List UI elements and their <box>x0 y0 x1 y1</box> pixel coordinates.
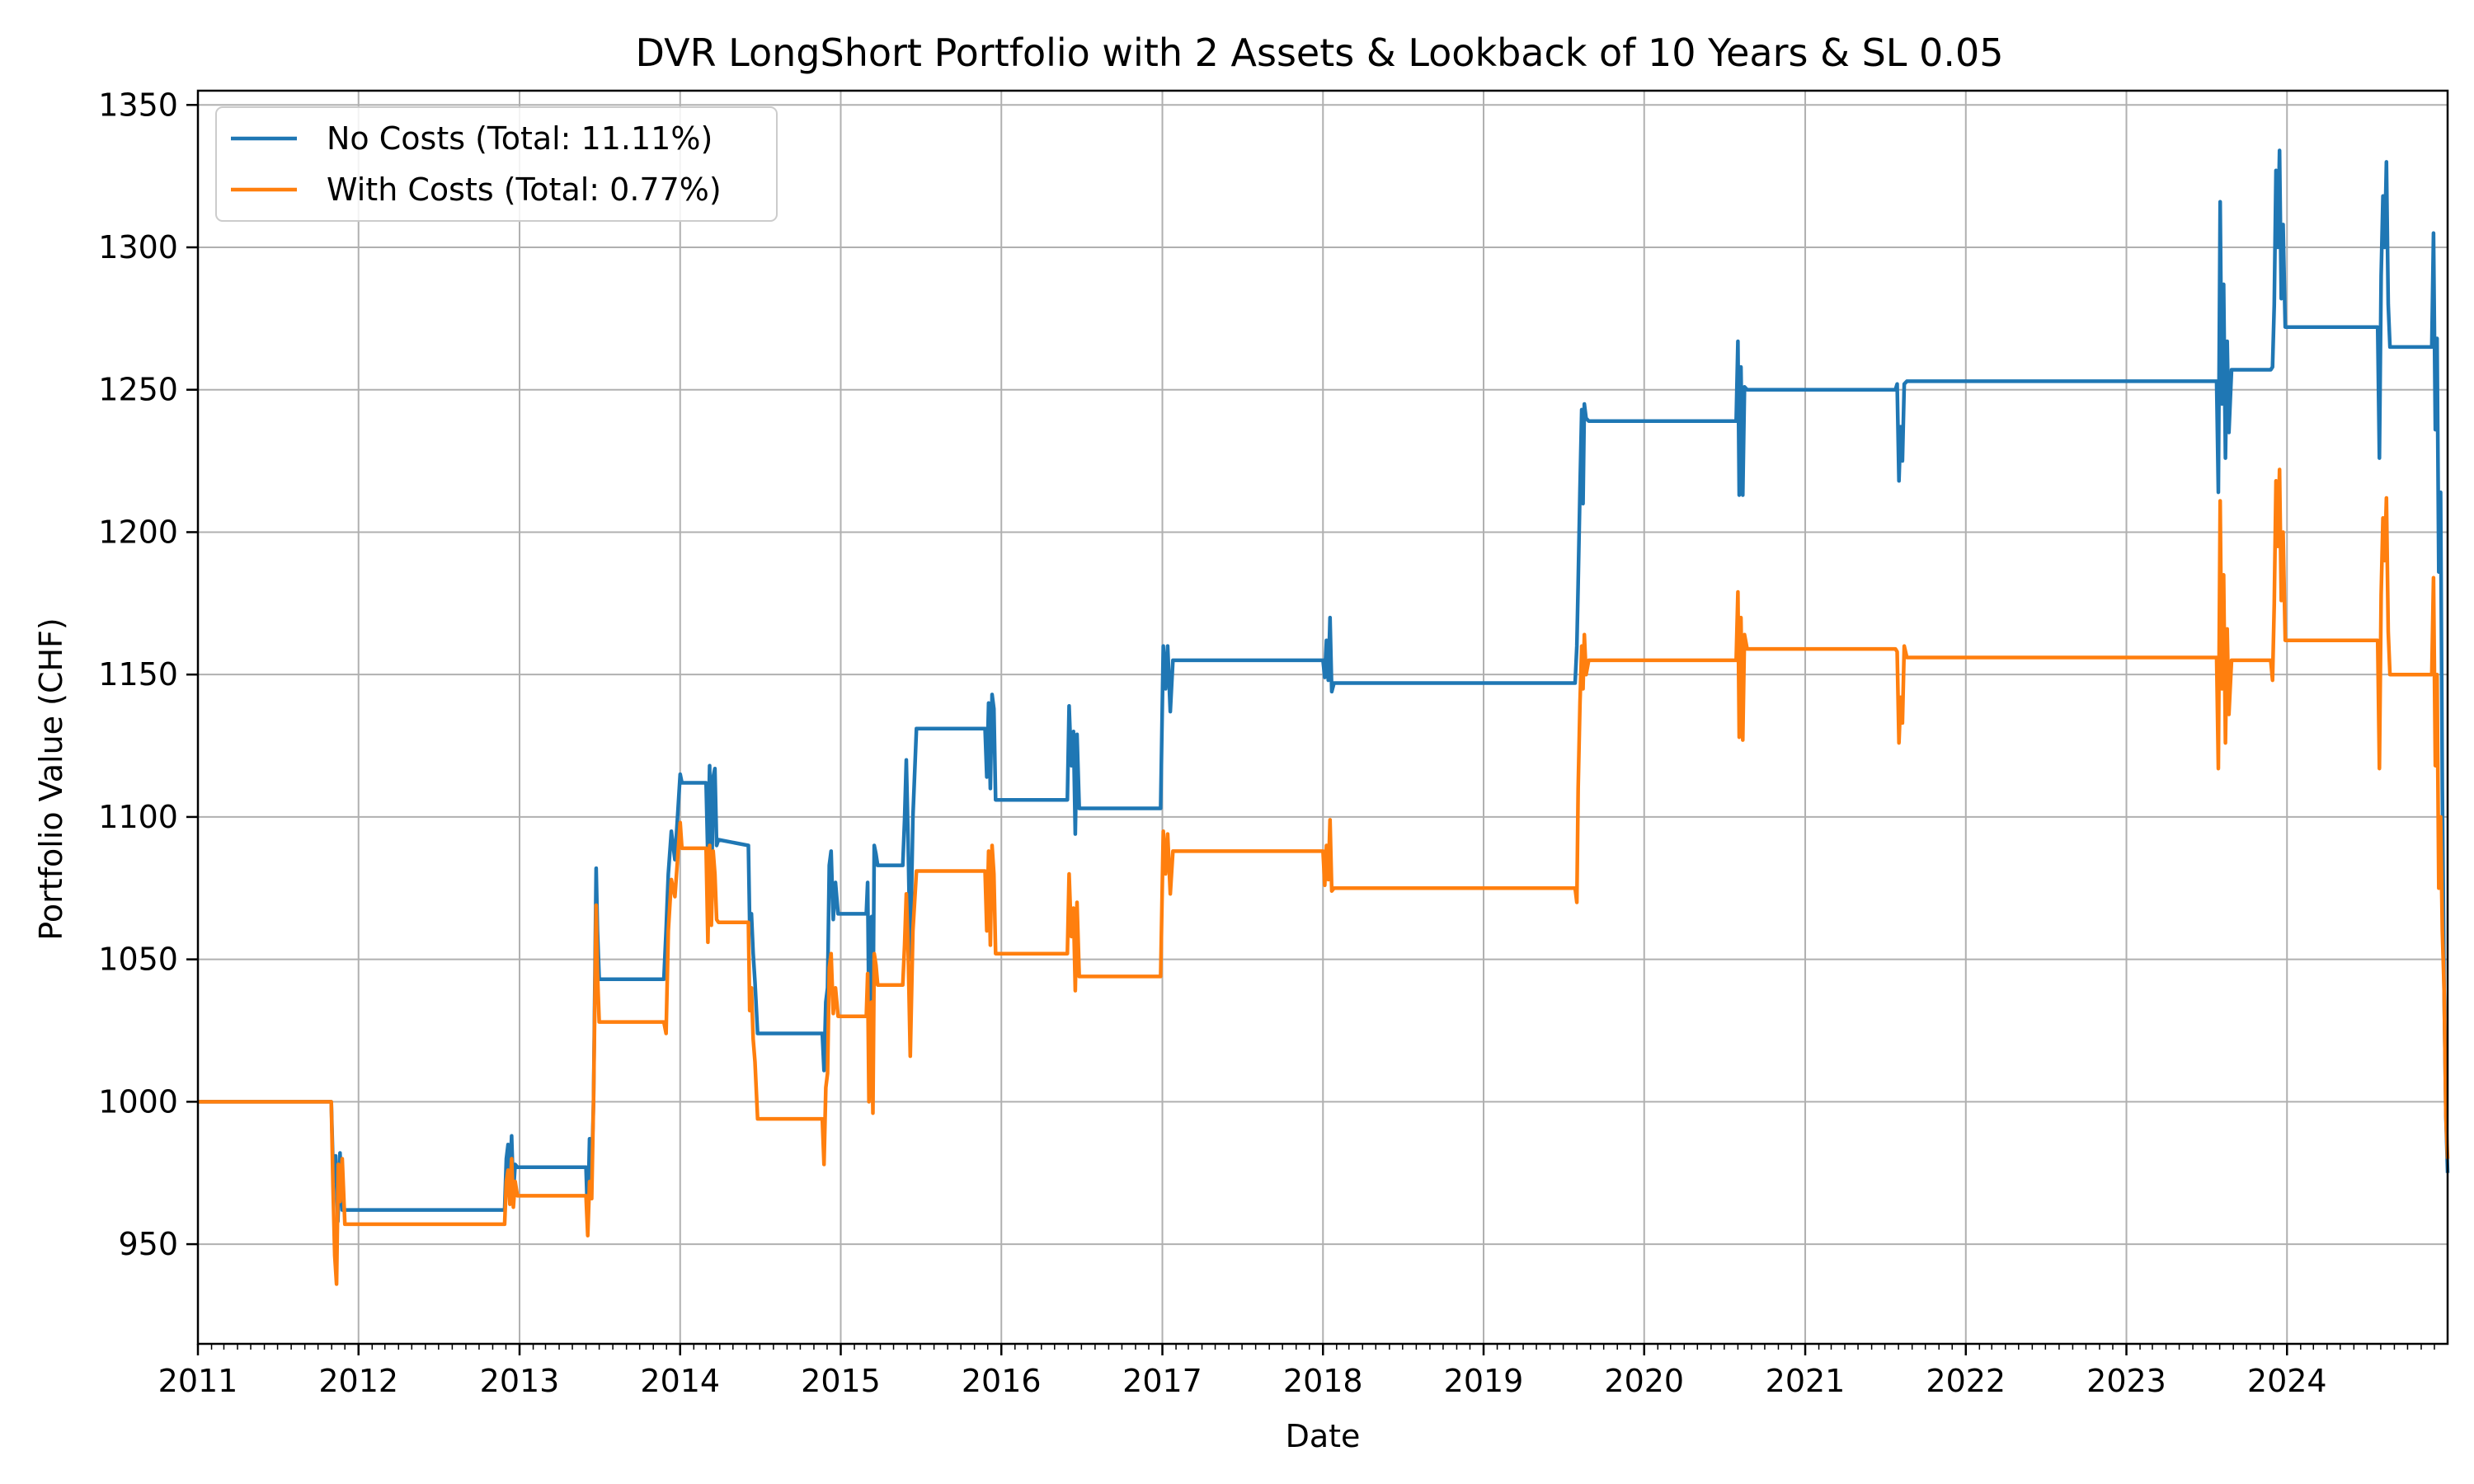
y-tick-label: 1200 <box>98 514 178 550</box>
y-tick-label: 950 <box>118 1226 178 1262</box>
y-tick-label: 1000 <box>98 1083 178 1120</box>
x-tick-label: 2019 <box>1444 1363 1524 1399</box>
y-axis: 950 1000 1050 1100 1150 1200 1250 1300 1350 <box>98 87 198 1262</box>
y-tick-label: 1300 <box>98 229 178 265</box>
legend-box <box>215 106 778 222</box>
x-tick-label: 2014 <box>640 1363 720 1399</box>
y-tick-label: 1100 <box>98 799 178 835</box>
x-axis: 2011 2012 2013 2014 2015 2016 2017 2018 2019 2020… <box>158 1344 2435 1399</box>
x-tick-label: 2022 <box>1926 1363 2006 1399</box>
x-tick-label: 2015 <box>801 1363 881 1399</box>
chart-title: DVR LongShort Portfolio with 2 Assets & … <box>636 31 2004 75</box>
x-tick-label: 2017 <box>1122 1363 1202 1399</box>
y-tick-label: 1150 <box>98 656 178 693</box>
x-tick-label: 2024 <box>2247 1363 2327 1399</box>
x-tick-label: 2011 <box>158 1363 238 1399</box>
x-tick-label: 2018 <box>1283 1363 1363 1399</box>
x-axis-label: Date <box>1286 1418 1361 1454</box>
x-tick-label: 2021 <box>1766 1363 1846 1399</box>
legend-label: No Costs (Total: 11.11%) <box>327 120 713 157</box>
x-tick-label: 2016 <box>962 1363 1042 1399</box>
series-layer <box>198 148 2450 1286</box>
x-tick-label: 2020 <box>1604 1363 1684 1399</box>
legend-label: With Costs (Total: 0.77%) <box>327 171 722 208</box>
x-tick-label: 2012 <box>318 1363 398 1399</box>
x-tick-label: 2023 <box>2086 1363 2166 1399</box>
legend: No Costs (Total: 11.11%) With Costs (Tota… <box>215 106 778 222</box>
y-tick-label: 1350 <box>98 87 178 123</box>
y-axis-label: Portfolio Value (CHF) <box>33 618 69 940</box>
y-tick-label: 1250 <box>98 372 178 408</box>
x-tick-label: 2013 <box>480 1363 560 1399</box>
series-line-no-costs <box>198 148 2450 1223</box>
y-tick-label: 1050 <box>98 942 178 978</box>
series-line-with-costs <box>198 467 2450 1286</box>
grid <box>197 91 2448 1344</box>
